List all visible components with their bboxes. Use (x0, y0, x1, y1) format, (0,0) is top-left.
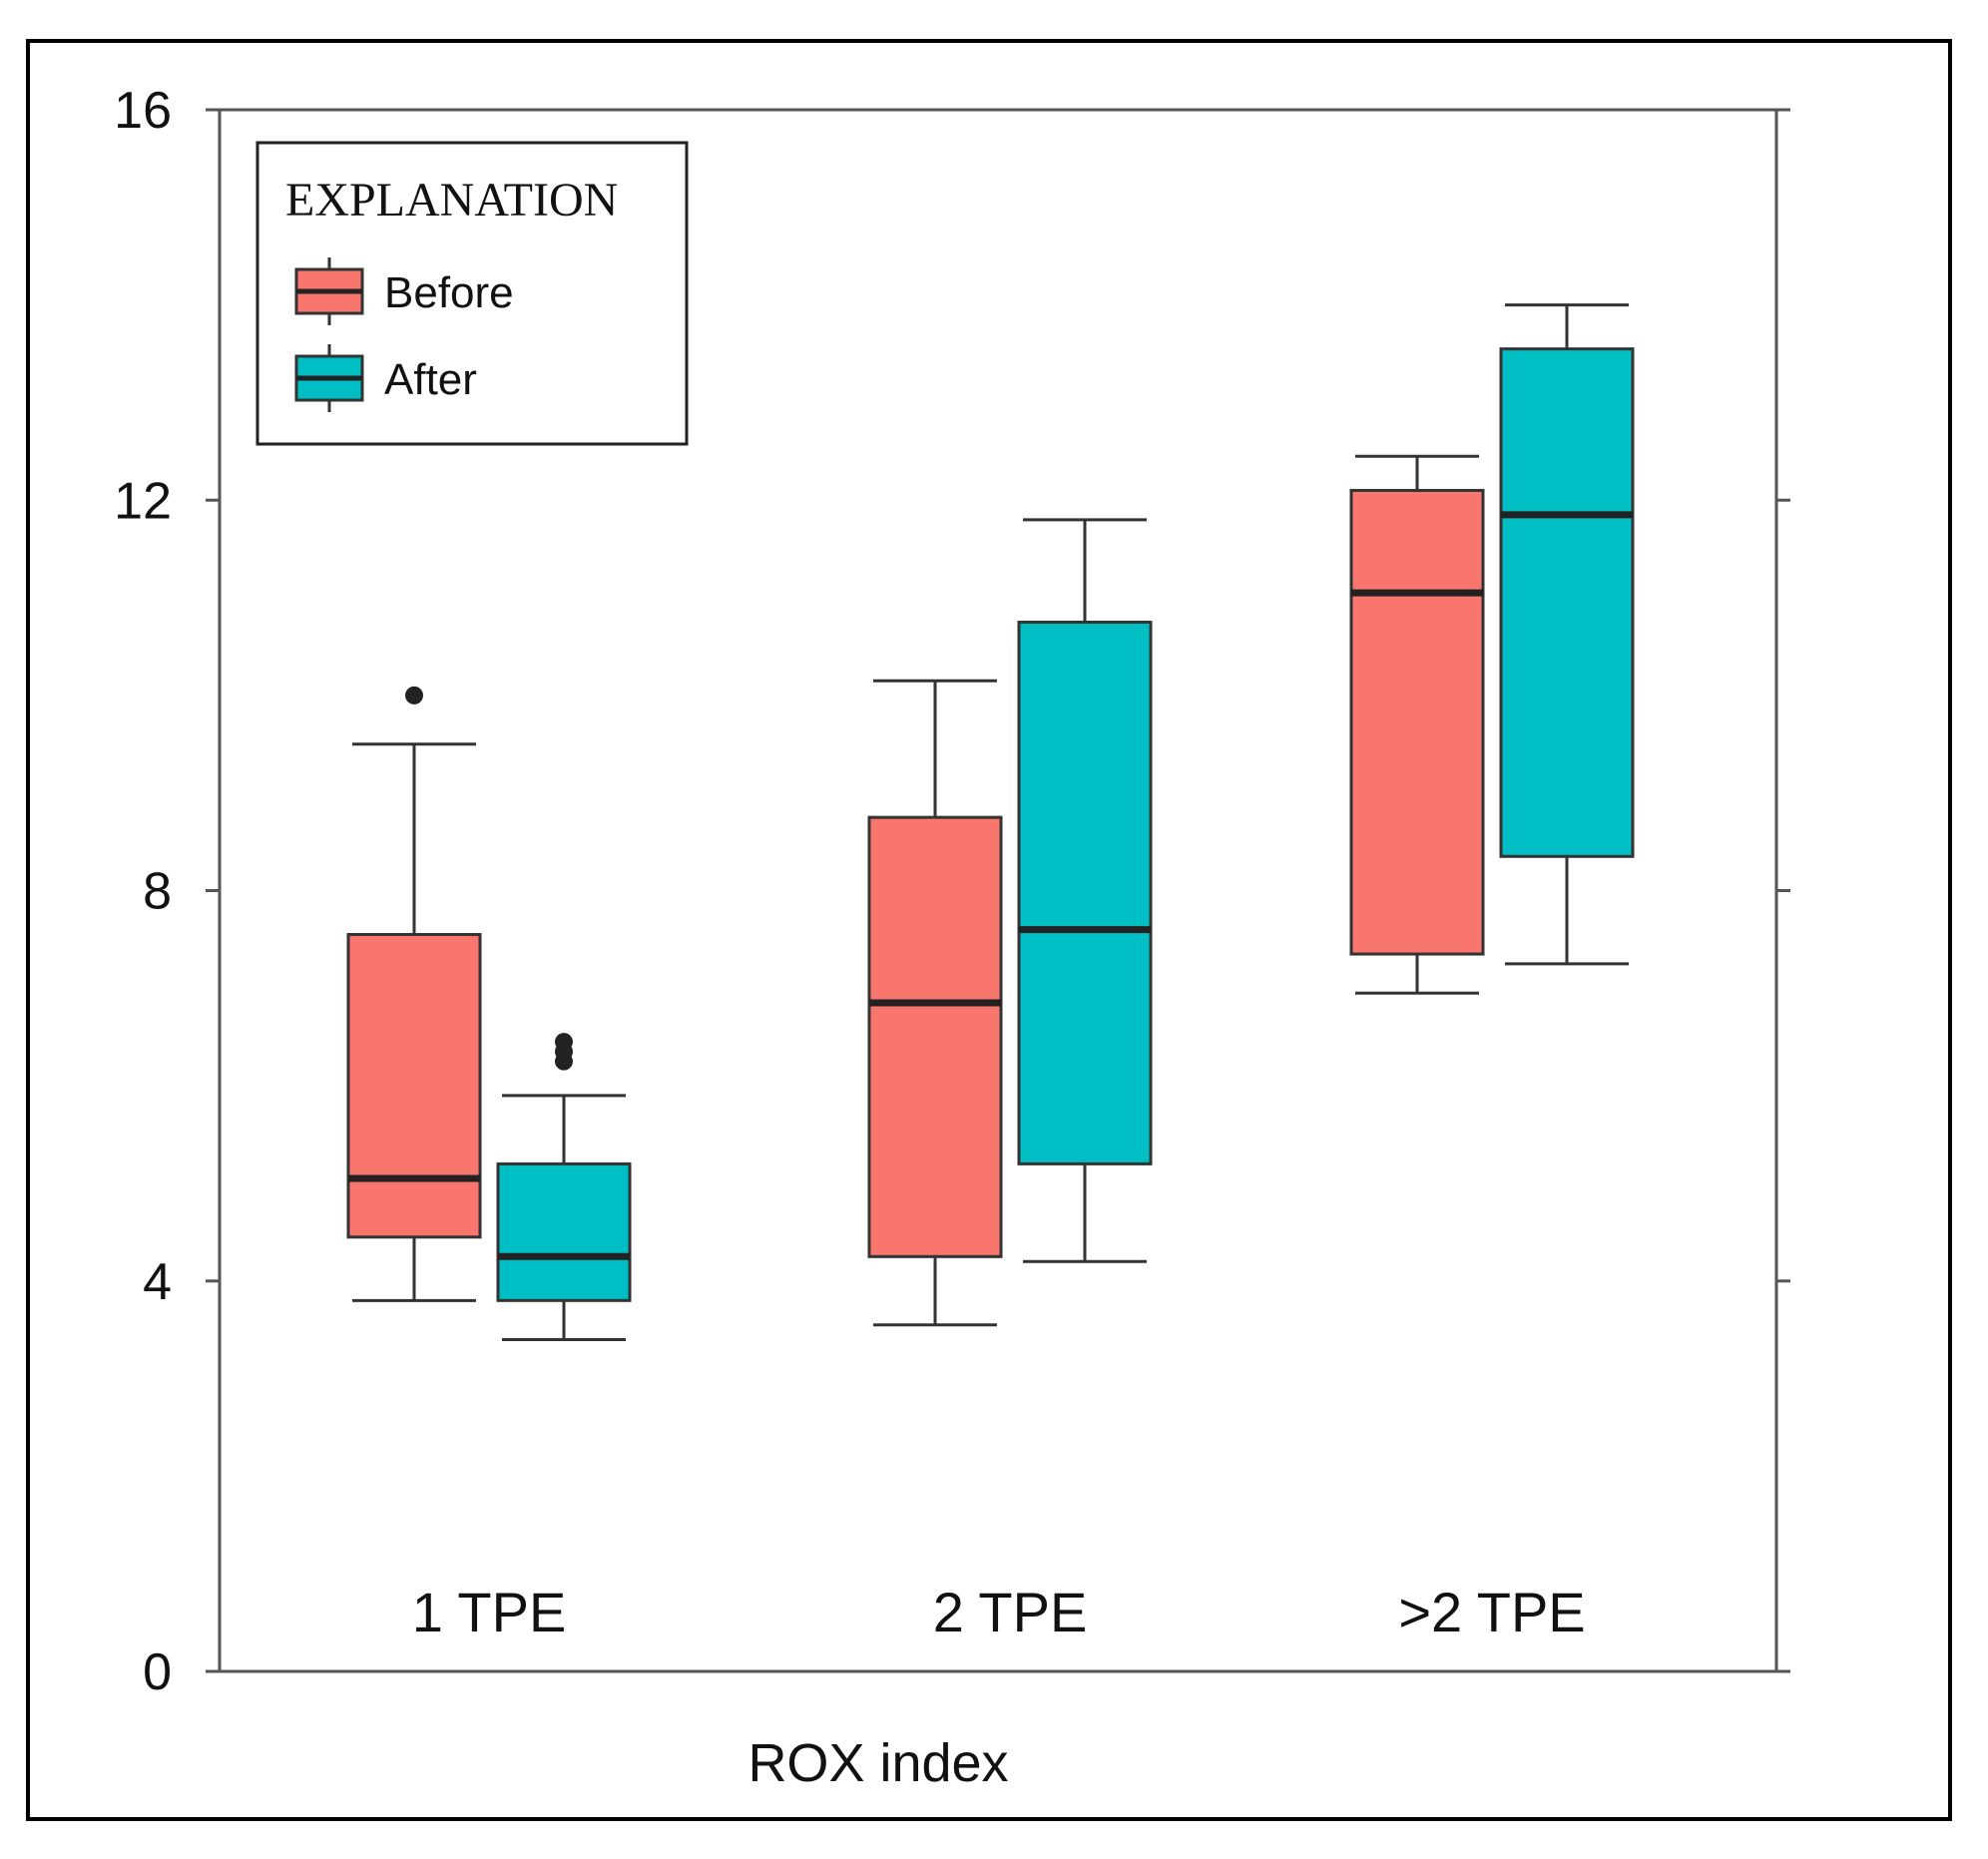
category-labels: 1 TPE 2 TPE >2 TPE (412, 1581, 1586, 1643)
box-after (1499, 303, 1635, 966)
y-axis: 0 4 8 12 16 (114, 82, 1790, 1701)
legend-label: Before (384, 268, 514, 317)
box-before (346, 686, 482, 1302)
x-category-label: 2 TPE (933, 1581, 1088, 1643)
box-iqr (867, 815, 1003, 1258)
y-tick-label: 4 (143, 1253, 172, 1311)
x-category-label: >2 TPE (1398, 1581, 1585, 1643)
outlier-point (555, 1033, 573, 1052)
x-category-label: 1 TPE (412, 1581, 567, 1643)
box-iqr (346, 933, 482, 1239)
legend-item-after: After (294, 344, 477, 412)
box-after (496, 1033, 632, 1341)
x-axis-title: ROX index (747, 1733, 1008, 1793)
y-tick-label: 16 (114, 82, 172, 140)
y-tick-label: 8 (143, 863, 172, 921)
legend: EXPLANATION Before After (255, 141, 689, 446)
y-tick-label: 0 (143, 1643, 172, 1701)
legend-item-before: Before (294, 257, 514, 325)
box-series (346, 303, 1635, 1341)
box-iqr (496, 1162, 632, 1302)
legend-items: Before After (294, 257, 514, 412)
box-before (867, 679, 1003, 1327)
legend-title: EXPLANATION (285, 174, 618, 227)
box-after (1017, 518, 1153, 1263)
box-before (1349, 454, 1485, 995)
outlier-point (405, 686, 423, 704)
box-iqr (1499, 347, 1635, 858)
figure-frame (26, 39, 1952, 1821)
legend-label: After (384, 355, 477, 404)
box-iqr (1349, 488, 1485, 956)
box-iqr (1017, 621, 1153, 1165)
y-tick-label: 12 (114, 472, 172, 530)
